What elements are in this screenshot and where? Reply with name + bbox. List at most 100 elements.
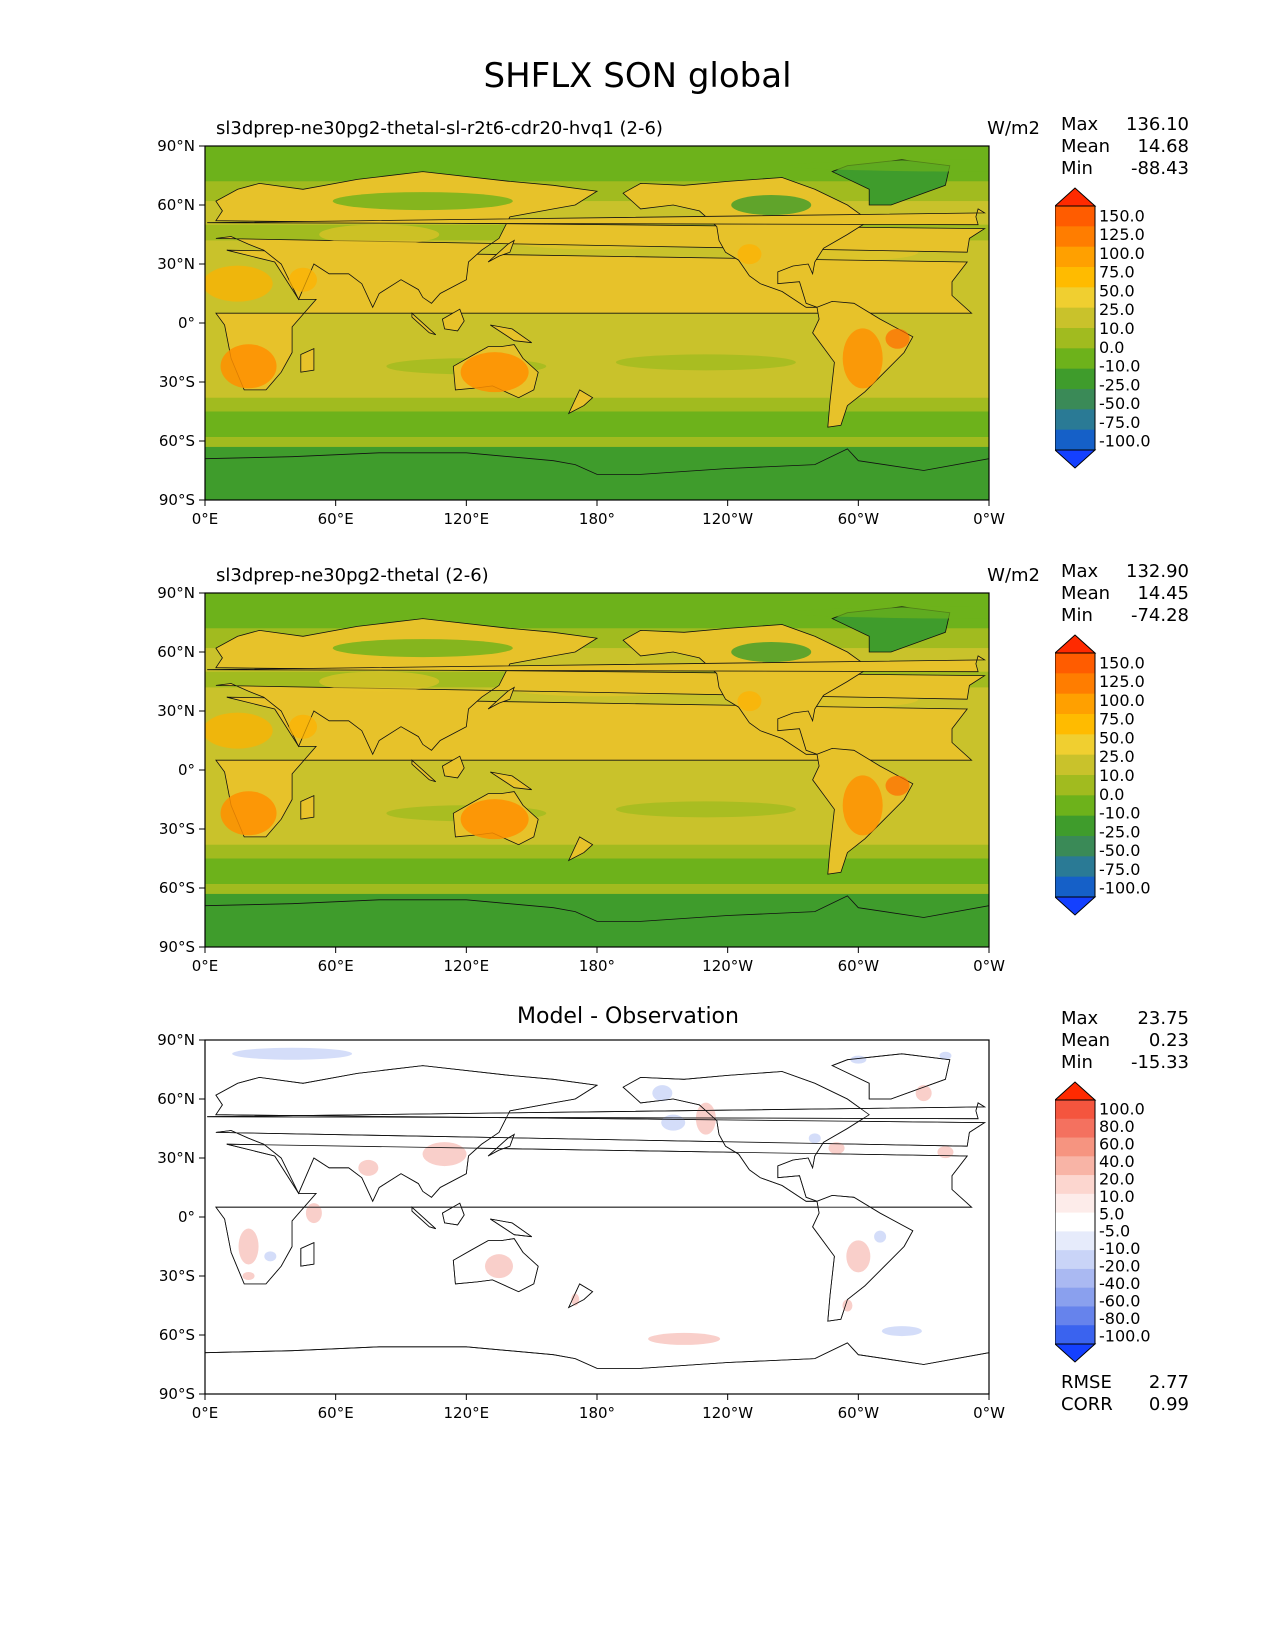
australia-hotspot: [460, 799, 529, 840]
diff-positive: [828, 1142, 845, 1155]
colorbar-label: 60.0: [1099, 1135, 1135, 1154]
diff-negative: [850, 1055, 867, 1064]
y-tick-label: 90°N: [157, 137, 195, 155]
diff-negative: [881, 1326, 922, 1337]
colorbar-label: 150.0: [1099, 653, 1145, 672]
coastline-antarctica: [205, 1342, 989, 1394]
colorbar: 150.0125.0100.075.050.025.010.00.0-10.0-…: [1055, 187, 1151, 469]
x-tick-label: 180°: [579, 510, 615, 528]
colorbar-segment: [1055, 734, 1095, 756]
stat-value-max: 132.90: [1126, 561, 1189, 582]
land-namerica: [622, 177, 870, 308]
colorbar-label: -50.0: [1099, 841, 1140, 860]
colorbar-label: 100.0: [1099, 1100, 1145, 1119]
land-uk: [207, 655, 986, 673]
canada-cool: [731, 642, 812, 662]
diff-positive: [305, 1203, 322, 1224]
colorbar-segment: [1055, 389, 1095, 410]
colorbar-label: 125.0: [1099, 225, 1145, 244]
x-tick-label: 120°E: [444, 1404, 490, 1422]
colorbar-segment: [1055, 409, 1095, 431]
colorbar-label: 25.0: [1099, 747, 1135, 766]
coastline-namerica: [622, 1071, 870, 1202]
colorbar-extend-bottom: [1055, 896, 1097, 916]
colorbar-segment: [1055, 226, 1095, 248]
africa-hotspot: [220, 791, 277, 836]
diff-positive: [695, 1102, 716, 1135]
diff-positive: [242, 1272, 255, 1280]
y-tick-label: 60°N: [157, 196, 195, 214]
x-tick-label: 120°W: [702, 1404, 753, 1422]
arabia-hotspot: [289, 714, 317, 739]
colorbar-label: 150.0: [1099, 206, 1145, 225]
colorbar-label: -100.0: [1099, 1326, 1151, 1345]
samerica-hotspot: [842, 775, 883, 836]
panel-title: sl3dprep-ne30pg2-thetal-sl-r2t6-cdr20-hv…: [216, 118, 663, 139]
x-tick-label: 60°E: [318, 957, 354, 975]
stat-value-corr: 0.99: [1148, 1394, 1189, 1415]
y-tick-label: 60°S: [159, 1326, 195, 1344]
colorbar-label: 100.0: [1099, 244, 1145, 263]
panel-stats: Max 132.90 Mean 14.45 Min -74.28: [1061, 561, 1189, 627]
colorbar-label: 0.0: [1099, 338, 1124, 357]
y-tick-label: 30°S: [159, 373, 195, 391]
colorbar-label: 40.0: [1099, 1152, 1135, 1171]
colorbar-label: -10.0: [1099, 804, 1140, 823]
y-tick-label: 60°S: [159, 879, 195, 897]
x-tick-label: 60°W: [838, 510, 880, 528]
coastline-japan: [487, 1133, 515, 1157]
y-tick-label: 30°N: [157, 1149, 195, 1167]
panel-stats: Max 23.75 Mean 0.23 Min -15.33: [1061, 1008, 1189, 1074]
panel-units: W/m2: [987, 118, 1040, 139]
panel-reference: sl3dprep-ne30pg2-thetal (2-6) W/m2 Max 132.…: [0, 561, 1275, 1005]
stat-value-mean: 14.45: [1137, 583, 1189, 604]
stat-value-min: -15.33: [1130, 1052, 1189, 1073]
y-tick-label: 30°S: [159, 820, 195, 838]
zonal-band: [205, 858, 989, 885]
zonal-band: [205, 437, 989, 447]
land-madagascar: [300, 347, 315, 373]
colorbar-label: 125.0: [1099, 672, 1145, 691]
colorbar-segment: [1055, 1250, 1095, 1270]
siberia-cool: [332, 192, 513, 211]
panel-stats: Max 136.10 Mean 14.68 Min -88.43: [1061, 114, 1189, 180]
colorbar-segment: [1055, 1156, 1095, 1176]
sahara-hotspot: [205, 265, 273, 302]
colorbar-segment: [1055, 1193, 1095, 1214]
diff-positive: [846, 1240, 871, 1273]
colorbar-label: 100.0: [1099, 691, 1145, 710]
stat-label: CORR: [1061, 1394, 1113, 1415]
y-tick-label: 30°S: [159, 1267, 195, 1285]
stat-label: Max: [1061, 561, 1099, 582]
x-tick-label: 180°: [579, 1404, 615, 1422]
colorbar-segment: [1055, 795, 1095, 817]
colorbar-label: 20.0: [1099, 1169, 1135, 1188]
x-tick-label: 120°E: [444, 957, 490, 975]
land-sumatra: [411, 759, 437, 783]
siberia-cool: [332, 639, 513, 658]
colorbar-segment: [1055, 1118, 1095, 1139]
colorbar-label: -75.0: [1099, 860, 1140, 879]
diff-negative: [232, 1047, 353, 1060]
colorbar-segment: [1055, 206, 1095, 227]
colorbar-segment: [1055, 1175, 1095, 1195]
stat-label: Max: [1061, 1008, 1099, 1029]
colorbar-label: 80.0: [1099, 1117, 1135, 1136]
x-tick-label: 60°E: [318, 510, 354, 528]
zonal-band: [205, 411, 989, 438]
colorbar-frame: [1055, 1099, 1096, 1345]
colorbar-label: -20.0: [1099, 1257, 1140, 1276]
land-borneo: [441, 308, 465, 332]
colorbar-extend-bottom: [1055, 449, 1097, 469]
y-tick-label: 0°: [178, 761, 195, 779]
diff-positive: [648, 1332, 721, 1345]
colorbar-label: -25.0: [1099, 822, 1140, 841]
colorbar-label: 10.0: [1099, 766, 1135, 785]
map-plot: 0°E 60°E 120°E 180° 120°W 60°W 0°W 90°N 60°N 30°N…: [157, 137, 1005, 528]
colorbar-label: -60.0: [1099, 1291, 1140, 1310]
x-tick-label: 120°W: [702, 957, 753, 975]
arctic-band: [789, 606, 989, 619]
zonal-band: [205, 884, 989, 894]
y-tick-label: 0°: [178, 314, 195, 332]
colorbar-label: -5.0: [1099, 1222, 1130, 1241]
